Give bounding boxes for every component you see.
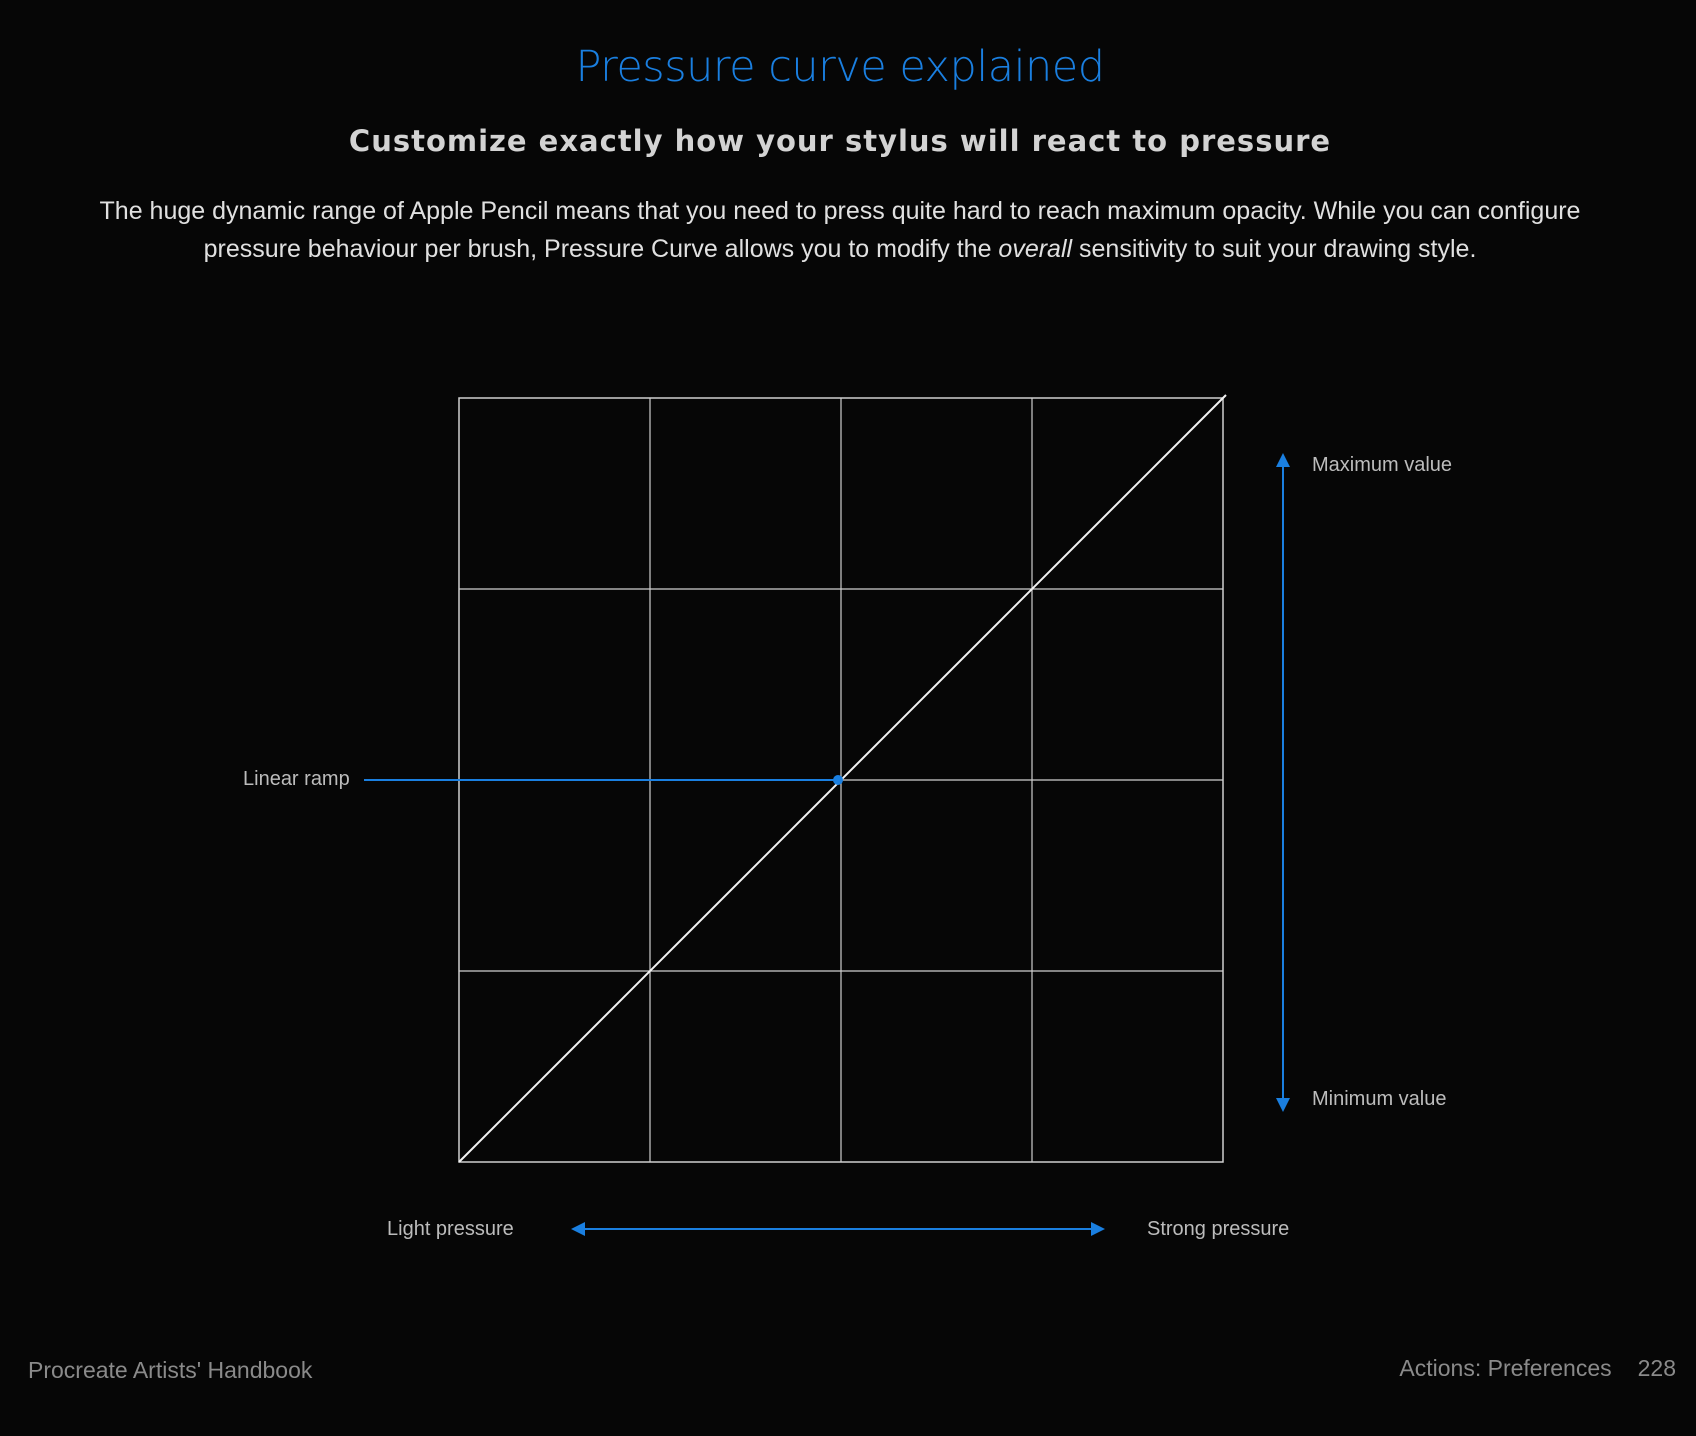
linear-ramp-label: Linear ramp	[243, 768, 350, 790]
intro-emphasis: overall	[998, 235, 1073, 263]
maximum-value-label: Maximum value	[1312, 454, 1453, 476]
strong-pressure-label: Strong pressure	[1147, 1218, 1290, 1240]
intro-text-part2: sensitivity to suit your drawing style.	[1072, 235, 1477, 263]
page-subtitle: Customize exactly how your stylus will r…	[348, 124, 1332, 158]
page-number: 228	[1637, 1355, 1676, 1381]
linear-ramp-point	[833, 775, 843, 785]
intro-text-part1: The huge dynamic range of Apple Pencil m…	[99, 197, 1581, 263]
light-pressure-label: Light pressure	[387, 1218, 514, 1240]
page-title: Pressure curve explained	[575, 42, 1105, 92]
footer-section-info: Actions: Preferences 228	[1399, 1355, 1676, 1382]
footer-section: Actions: Preferences	[1399, 1355, 1612, 1381]
footer-book-title: Procreate Artists' Handbook	[28, 1357, 313, 1383]
intro-paragraph: The huge dynamic range of Apple Pencil m…	[90, 192, 1590, 268]
minimum-value-label: Minimum value	[1312, 1088, 1447, 1110]
